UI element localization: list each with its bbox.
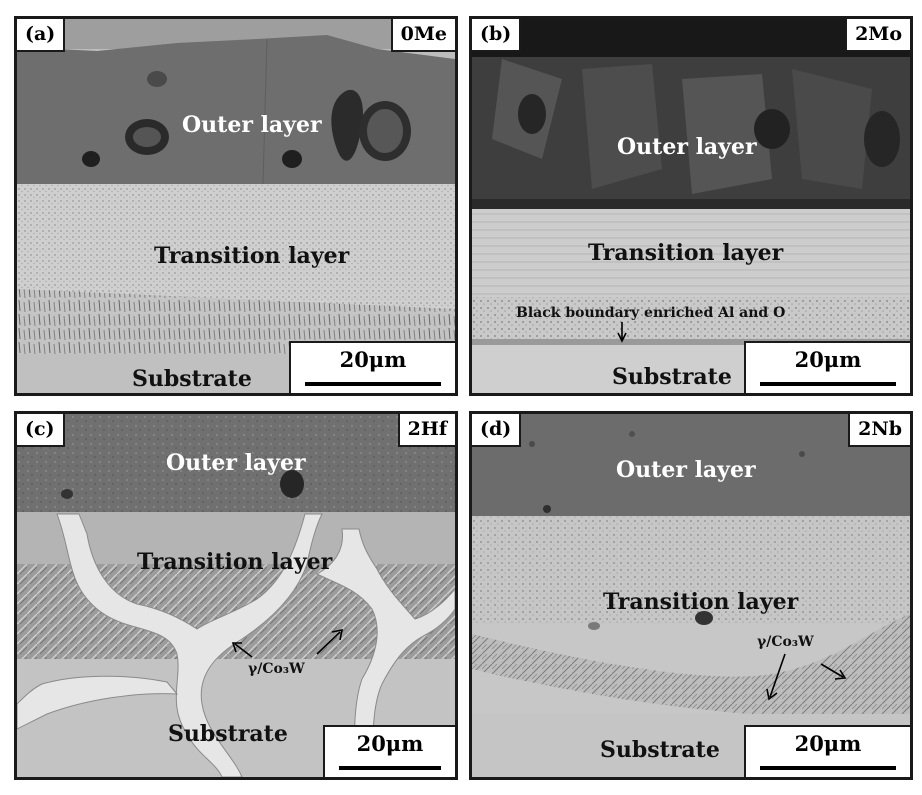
boundary-label: Black boundary enriched Al and O xyxy=(516,305,786,321)
scale-bar-line xyxy=(760,382,896,386)
micrograph-d xyxy=(472,414,910,777)
scale-bar: 20μm xyxy=(323,725,455,777)
substrate-label: Substrate xyxy=(612,364,732,390)
scale-bar-label: 20μm xyxy=(339,347,407,372)
panel-c: (c) 2Hf Outer layer Transition layer γ/C… xyxy=(14,411,458,780)
phase-label: γ/Co₃W xyxy=(757,634,814,650)
scale-bar: 20μm xyxy=(289,341,455,393)
micrograph-a xyxy=(17,19,455,393)
scale-bar-label: 20μm xyxy=(794,731,862,756)
transition-layer-label: Transition layer xyxy=(154,243,350,269)
substrate-label: Substrate xyxy=(132,366,252,392)
substrate-label: Substrate xyxy=(600,737,720,763)
scale-bar: 20μm xyxy=(744,725,910,777)
transition-layer-label: Transition layer xyxy=(137,549,333,575)
phase-label: γ/Co₃W xyxy=(248,661,305,677)
sample-label: 2Nb xyxy=(848,414,910,447)
transition-layer-label: Transition layer xyxy=(603,589,799,615)
scale-bar-line xyxy=(305,382,441,386)
micrograph-b xyxy=(472,19,910,393)
scale-bar: 20μm xyxy=(744,341,910,393)
outer-layer-label: Outer layer xyxy=(616,457,756,483)
substrate-label: Substrate xyxy=(168,721,288,747)
panel-tag: (b) xyxy=(472,19,522,52)
scale-bar-label: 20μm xyxy=(794,347,862,372)
panel-tag: (a) xyxy=(17,19,66,52)
panel-tag: (c) xyxy=(17,414,65,447)
outer-layer-label: Outer layer xyxy=(617,134,757,160)
outer-layer-label: Outer layer xyxy=(166,450,306,476)
transition-layer-label: Transition layer xyxy=(588,240,784,266)
outer-layer-label: Outer layer xyxy=(182,112,322,138)
micrograph-c xyxy=(17,414,455,777)
scale-bar-line xyxy=(760,766,896,770)
panel-a: (a) 0Me Outer layer Transition layer Sub… xyxy=(14,16,458,396)
scale-bar-label: 20μm xyxy=(356,731,424,756)
sample-label: 2Hf xyxy=(397,414,455,447)
panel-tag: (d) xyxy=(472,414,522,447)
panel-d: (d) 2Nb Outer layer Transition layer γ/C… xyxy=(469,411,913,780)
panel-b: (b) 2Mo Outer layer Transition layer Bla… xyxy=(469,16,913,396)
sample-label: 0Me xyxy=(390,19,455,52)
scale-bar-line xyxy=(339,766,441,770)
sample-label: 2Mo xyxy=(845,19,910,52)
